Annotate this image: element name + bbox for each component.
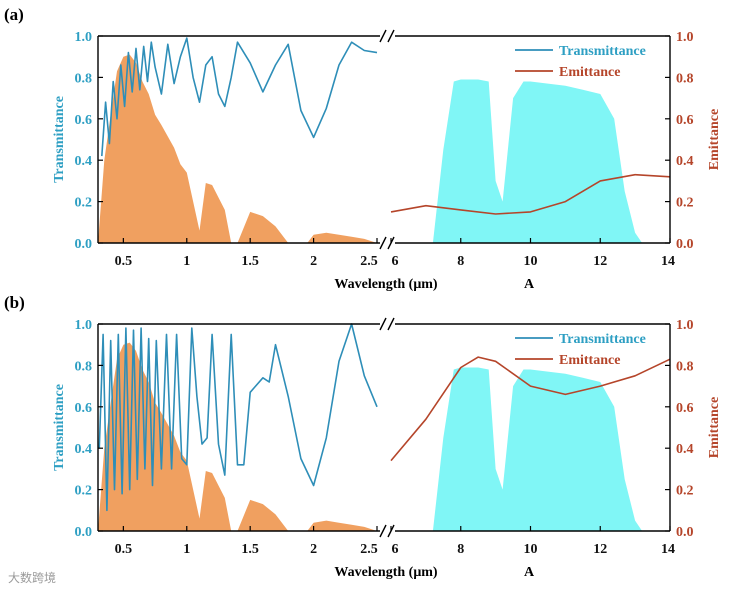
legend-transmittance-label: Transmittance (559, 44, 646, 59)
x-tick-label-right: 6 (392, 254, 399, 269)
panel-label: (a) (4, 5, 24, 24)
y-tick-label-right: 0.0 (676, 237, 694, 252)
watermark-text: 大数跨境 (8, 570, 56, 585)
y-tick-label-right: 0.2 (676, 196, 694, 211)
y-tick-label-left: 0.0 (75, 525, 93, 540)
x-axis-label: Wavelength (μm) (334, 565, 438, 580)
legend-transmittance-label: Transmittance (559, 332, 646, 347)
y-tick-label-right: 0.8 (676, 71, 694, 86)
y-tick-label-left: 0.2 (75, 196, 93, 211)
axis-break-mark (387, 317, 395, 331)
y-tick-label-left: 0.8 (75, 359, 93, 374)
x-tick-label-right: 8 (457, 254, 464, 269)
y-axis-label-right: Emittance (707, 397, 722, 458)
atmospheric-window-area (432, 367, 643, 531)
x-tick-label-left: 0.5 (115, 254, 133, 269)
x-tick-label-right: 8 (457, 542, 464, 557)
transmittance-line (98, 323, 378, 512)
y-tick-label-left: 0.4 (75, 442, 93, 457)
x-tick-label-right: 14 (661, 254, 675, 269)
x-tick-label-right: 10 (524, 254, 538, 269)
y-tick-label-right: 0.6 (676, 401, 694, 416)
y-tick-label-left: 0.0 (75, 237, 93, 252)
axis-break-mark (379, 524, 387, 538)
x-tick-label-left: 1 (183, 542, 190, 557)
panel-a: 0.0 0.0 0.2 0.2 0.4 0.4 0.6 0.6 0.8 0.8 1.0 1.0 0.5 1… (4, 5, 722, 292)
solar-spectrum-area (98, 54, 377, 243)
x-tick-label-left: 2 (310, 254, 317, 269)
emittance-line (390, 356, 671, 462)
axis-break-mark (379, 317, 387, 331)
y-tick-label-right: 0.4 (676, 154, 694, 169)
y-tick-label-right: 1.0 (676, 30, 694, 45)
x-tick-label-right: 12 (593, 542, 607, 557)
x-tick-label-left: 2 (310, 542, 317, 557)
y-tick-label-left: 1.0 (75, 318, 93, 333)
y-tick-label-left: 0.2 (75, 484, 93, 499)
y-tick-label-right: 1.0 (676, 318, 694, 333)
panel-label: (b) (4, 293, 25, 312)
y-tick-label-left: 0.6 (75, 113, 93, 128)
y-tick-label-left: 0.6 (75, 401, 93, 416)
x-tick-label-left: 1.5 (241, 254, 259, 269)
solar-spectrum-area (98, 342, 377, 531)
x-axis-label-right: A (524, 277, 535, 292)
y-tick-label-left: 1.0 (75, 30, 93, 45)
atmospheric-window-area (432, 79, 643, 243)
emittance-line (390, 173, 671, 215)
y-tick-label-right: 0.4 (676, 442, 694, 457)
y-tick-label-left: 0.8 (75, 71, 93, 86)
x-tick-label-left: 2.5 (360, 254, 378, 269)
x-axis-label-right: A (524, 565, 535, 580)
x-axis-label: Wavelength (μm) (334, 277, 438, 292)
legend-emittance-label: Emittance (559, 353, 620, 368)
panel-b: 0.0 0.0 0.2 0.2 0.4 0.4 0.6 0.6 0.8 0.8 1.0 1.0 0.5 1… (4, 293, 722, 580)
axis-break-mark (379, 29, 387, 43)
axis-break-mark (387, 29, 395, 43)
y-tick-label-right: 0.2 (676, 484, 694, 499)
x-tick-label-right: 10 (524, 542, 538, 557)
x-tick-label-left: 2.5 (360, 542, 378, 557)
x-tick-label-right: 12 (593, 254, 607, 269)
transmittance-line (101, 37, 378, 157)
y-tick-label-right: 0.6 (676, 113, 694, 128)
x-tick-label-right: 6 (392, 542, 399, 557)
x-tick-label-left: 1.5 (241, 542, 259, 557)
legend-emittance-label: Emittance (559, 65, 620, 80)
y-tick-label-right: 0.8 (676, 359, 694, 374)
watermark: 大数跨境 (8, 570, 56, 585)
y-tick-label-left: 0.4 (75, 154, 93, 169)
y-axis-label-left: Transmittance (52, 384, 67, 471)
y-tick-label-right: 0.0 (676, 525, 694, 540)
axis-break-mark (379, 236, 387, 250)
y-axis-label-left: Transmittance (52, 96, 67, 183)
y-axis-label-right: Emittance (707, 109, 722, 170)
x-tick-label-left: 0.5 (115, 542, 133, 557)
x-tick-label-left: 1 (183, 254, 190, 269)
x-tick-label-right: 14 (661, 542, 675, 557)
